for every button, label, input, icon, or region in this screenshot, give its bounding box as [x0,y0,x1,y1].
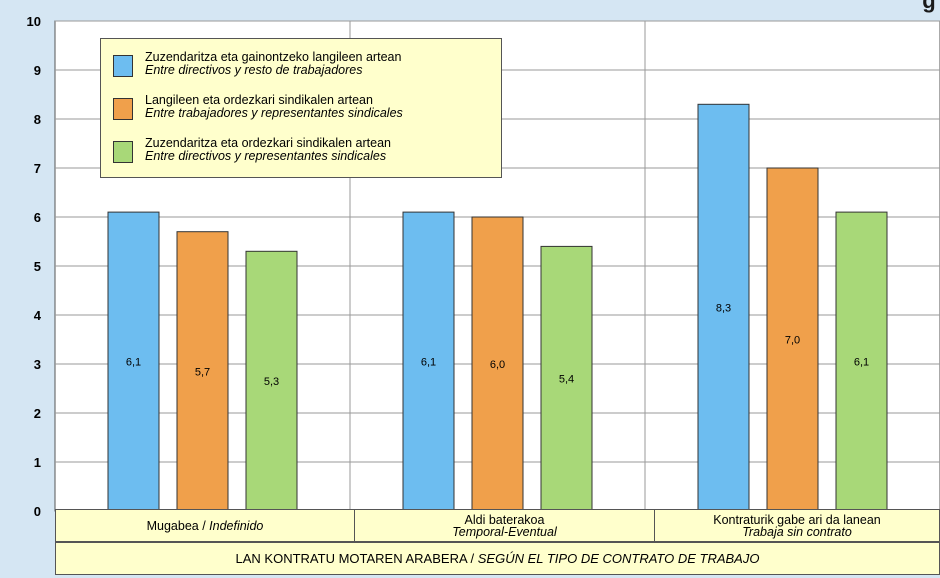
data-label-s1-c1: 6,1 [126,357,141,369]
data-label-s2-c1: 5,7 [195,366,210,378]
legend-item-1: Zuzendaritza eta gainontzeko langileen a… [113,51,498,85]
y-tick-label-7: 7 [34,161,41,176]
legend-swatch-3 [113,141,133,163]
y-tick-label-4: 4 [34,308,42,323]
bar-s1-c1 [107,211,160,512]
category-label-1: Mugabea / Indefinido [55,509,355,542]
data-label-s1-c2: 6,1 [421,357,436,369]
category-label-3: Kontraturik gabe ari da lanean Trabaja s… [654,509,940,542]
bar-s3-c1 [245,250,298,512]
data-label-s1-c3: 8,3 [716,303,731,315]
y-tick-label-8: 8 [34,112,41,127]
category-label-2: Aldi baterakoa Temporal-Eventual [354,509,655,542]
legend: Zuzendaritza eta gainontzeko langileen a… [100,38,502,178]
category-axis: Mugabea / Indefinido Aldi baterakoa Temp… [55,509,940,542]
legend-item-3: Zuzendaritza eta ordezkari sindikalen ar… [113,137,498,171]
y-tick-label-1: 1 [34,455,41,470]
y-tick-label-0: 0 [34,504,41,519]
y-tick-label-5: 5 [34,259,41,274]
title-fragment: g y [922,0,940,13]
y-tick-label-6: 6 [34,210,41,225]
legend-label-3: Zuzendaritza eta ordezkari sindikalen ar… [145,136,391,163]
bar-s2-c1 [176,231,229,512]
data-label-s3-c3: 6,1 [854,357,869,369]
bar-s1-c3 [697,103,750,512]
bar-s2-c3 [766,167,819,512]
legend-label-2: Langileen eta ordezkari sindikalen artea… [145,93,403,120]
bar-s3-c3 [835,211,888,512]
bar-s3-c2 [540,245,593,512]
data-label-s2-c2: 6,0 [490,359,505,371]
legend-swatch-1 [113,55,133,77]
x-axis-title: LAN KONTRATU MOTAREN ARABERA / SEGÚN EL … [55,542,940,575]
y-tick-label-10: 10 [27,14,41,29]
bar-s2-c2 [471,216,524,512]
legend-item-2: Langileen eta ordezkari sindikalen artea… [113,94,498,128]
legend-swatch-2 [113,98,133,120]
y-tick-label-9: 9 [34,63,41,78]
legend-label-1: Zuzendaritza eta gainontzeko langileen a… [145,50,402,77]
y-tick-label-3: 3 [34,357,41,372]
bar-s1-c2 [402,211,455,512]
data-label-s2-c3: 7,0 [785,335,800,347]
data-label-s3-c2: 5,4 [559,374,574,386]
y-tick-label-2: 2 [34,406,41,421]
data-label-s3-c1: 5,3 [264,376,279,388]
